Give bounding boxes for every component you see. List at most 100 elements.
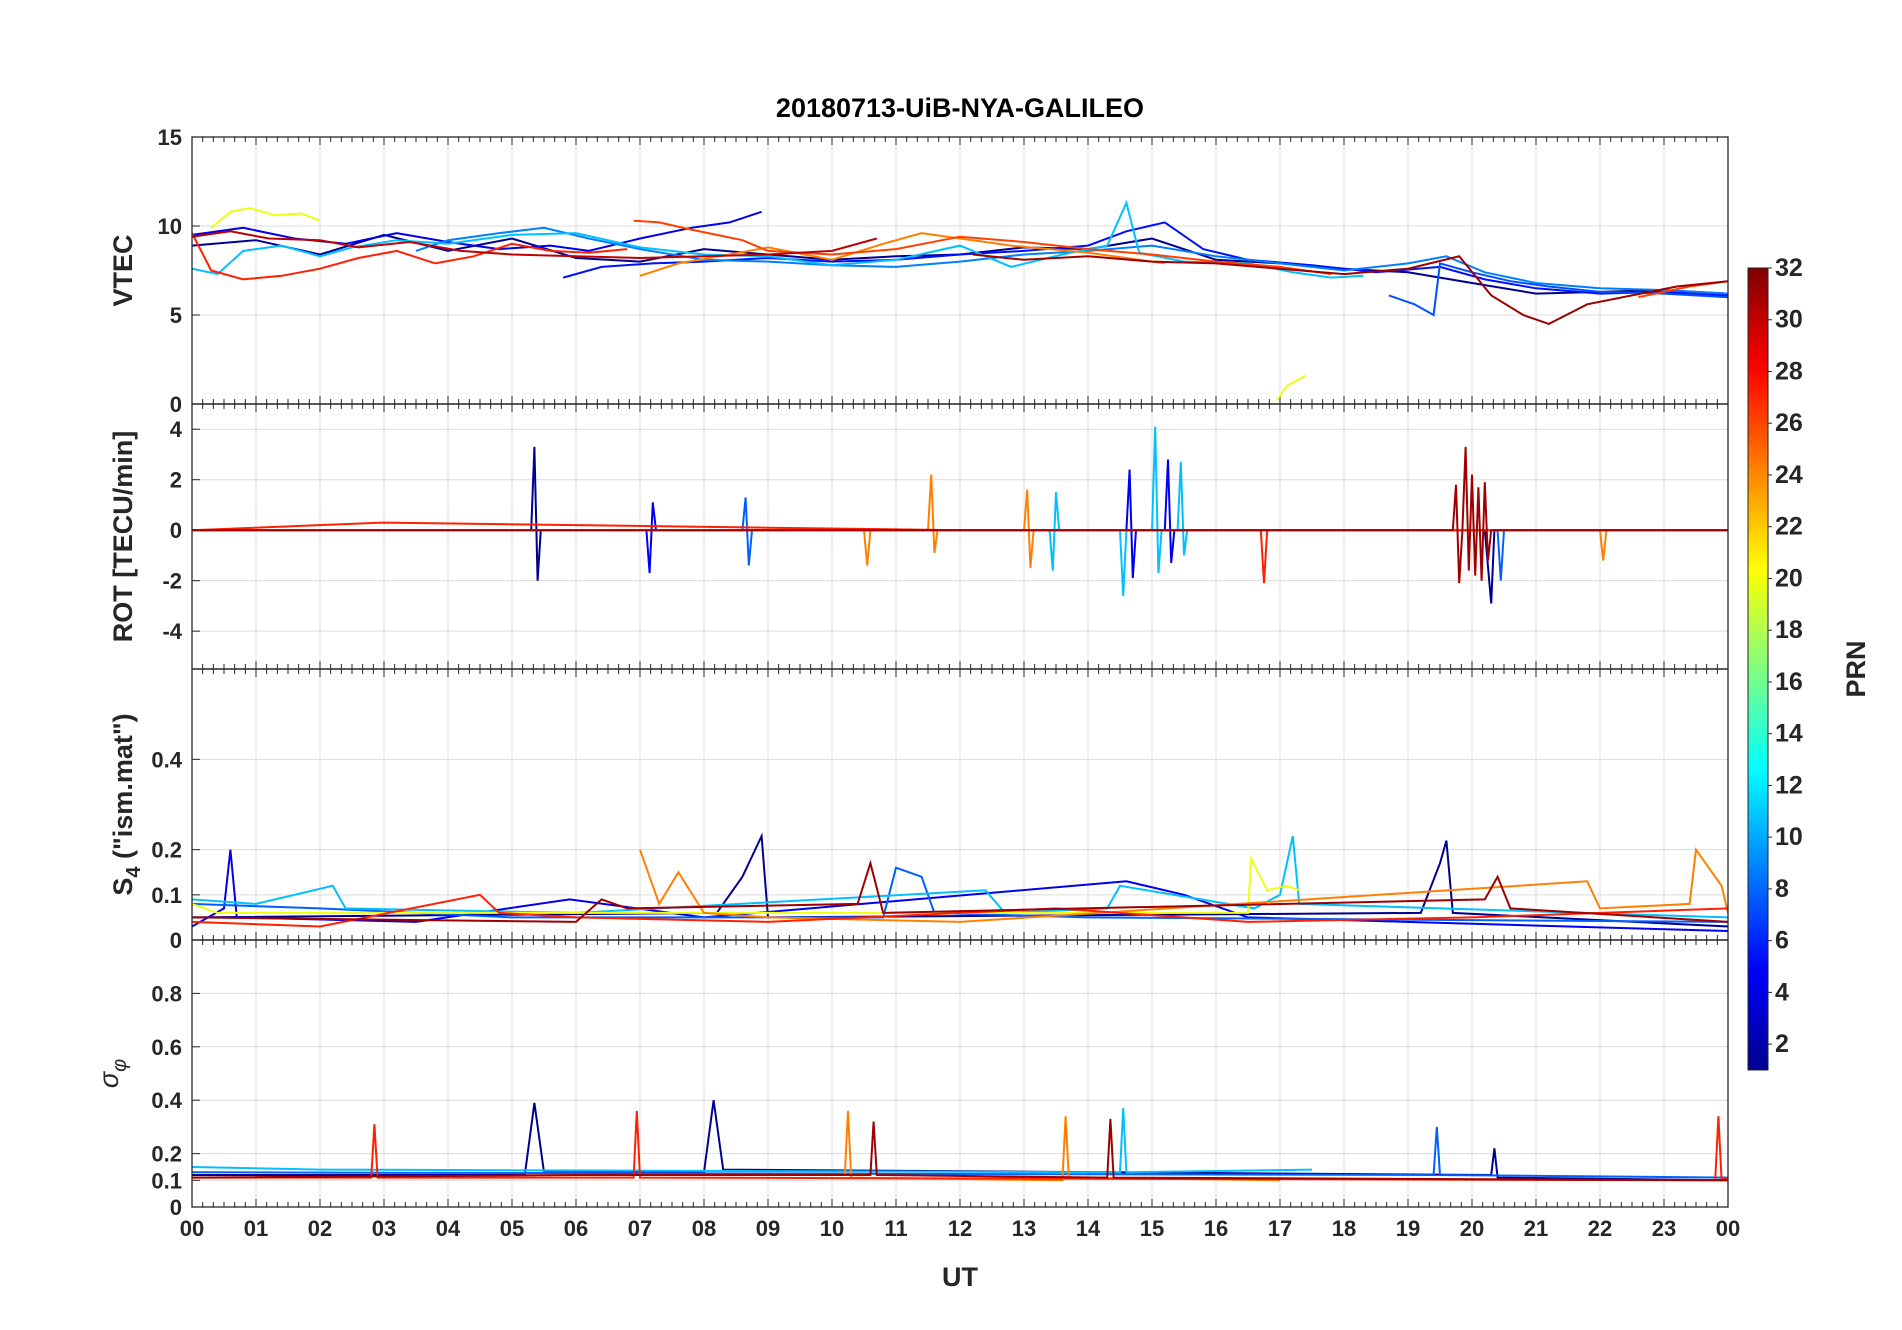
x-axis: 00 01 02 03 04 05 06 07 08 09 10 11 12 13 14 15 16 17 18 19… — [180, 1216, 1740, 1241]
colorbar-title: PRN — [1841, 640, 1871, 697]
series-line-prn-27 — [192, 1110, 1728, 1182]
colorbar-tick-label: 16 — [1775, 668, 1803, 696]
colorbar-tick-label: 6 — [1775, 927, 1789, 955]
y-tick-label: 0.2 — [151, 838, 182, 863]
y-axis-title-sub: 4 — [123, 866, 145, 878]
x-tick-label: 02 — [308, 1216, 332, 1241]
series-line-prn-30 — [192, 230, 878, 260]
series-line-prn-12 — [192, 199, 1364, 279]
colorbar-tick-label: 22 — [1775, 513, 1803, 541]
y-tick-label: 5 — [170, 303, 182, 328]
series-line-prn-1 — [192, 832, 1728, 928]
x-tick-label: 00 — [1716, 1216, 1740, 1241]
series-line-prn-8 — [415, 226, 1728, 295]
panel-s4: 0 0.1 0.2 0.4S4 ("ism.mat") — [108, 668, 1729, 953]
series-line-prn-23 — [639, 847, 1728, 923]
x-tick-label: 01 — [244, 1216, 268, 1241]
colorbar-tick-label: 26 — [1775, 409, 1803, 437]
y-tick-label: 0.4 — [151, 747, 182, 772]
colorbar-tick-label: 24 — [1775, 461, 1803, 489]
x-tick-label: 20 — [1460, 1216, 1484, 1241]
series-group — [192, 199, 1728, 401]
series-line-prn-19 — [192, 854, 1300, 914]
x-tick-label: 09 — [756, 1216, 780, 1241]
series-group — [192, 426, 1728, 604]
y-axis-title: ROT [TECU/min] — [108, 431, 138, 642]
series-line-prn-6 — [1388, 262, 1728, 317]
series-line-prn-4 — [192, 849, 1728, 932]
y-tick-label: 10 — [158, 214, 182, 239]
series-line-prn-1 — [192, 1100, 1728, 1182]
x-tick-label: 06 — [564, 1216, 588, 1241]
y-tick-label: -2 — [162, 569, 182, 594]
x-tick-label: 15 — [1140, 1216, 1164, 1241]
x-tick-label: 11 — [884, 1216, 907, 1241]
x-tick-label: 17 — [1268, 1216, 1292, 1241]
series-line-prn-12 — [192, 1108, 1313, 1174]
series-line-prn-19 — [1275, 374, 1307, 401]
series-line-prn-12 — [192, 835, 1728, 919]
series-line-prn-30 — [192, 446, 1728, 584]
series-group — [192, 832, 1728, 932]
series-line-prn-25 — [633, 219, 1332, 276]
y-axis-title: S4 ("ism.mat") — [108, 713, 145, 895]
colorbar-tick-label: 20 — [1775, 564, 1803, 592]
colorbar-tick-label: 10 — [1775, 823, 1803, 851]
y-tick-label: 0.4 — [151, 1088, 182, 1113]
series-line-prn-27 — [192, 232, 628, 281]
x-tick-label: 00 — [180, 1216, 204, 1241]
x-axis-title: UT — [942, 1262, 978, 1292]
x-tick-label: 22 — [1588, 1216, 1612, 1241]
y-tick-label: 0.8 — [151, 981, 182, 1006]
y-tick-label: 0.1 — [151, 883, 182, 908]
series-line-prn-30 — [192, 859, 1728, 923]
x-tick-label: 03 — [372, 1216, 396, 1241]
x-tick-label: 13 — [1012, 1216, 1036, 1241]
y-axis-title-sub: φ — [109, 1059, 131, 1072]
y-tick-label: 0.6 — [151, 1035, 182, 1060]
y-tick-label: 2 — [170, 468, 182, 493]
y-axis-title-main: σ — [94, 1070, 124, 1088]
x-tick-label: 07 — [628, 1216, 652, 1241]
series-line-prn-31 — [972, 253, 1728, 325]
y-tick-label: -4 — [162, 619, 182, 644]
series-line-prn-27 — [192, 893, 1728, 928]
x-tick-label: 16 — [1204, 1216, 1228, 1241]
x-tick-label: 19 — [1396, 1216, 1420, 1241]
colorbar-tick-label: 8 — [1775, 875, 1789, 903]
axes-box — [191, 939, 1729, 1208]
series-line-prn-4 — [192, 459, 1728, 579]
chart-title: 20180713-UiB-NYA-GALILEO — [776, 93, 1144, 123]
y-tick-label: 0 — [170, 928, 182, 953]
series-line-prn-7 — [192, 866, 1728, 923]
x-tick-label: 04 — [436, 1216, 461, 1241]
y-tick-label: 0.1 — [151, 1168, 182, 1193]
y-axis-title: σφ — [94, 1059, 131, 1088]
x-tick-label: 21 — [1524, 1216, 1548, 1241]
colorbar-tick-label: 4 — [1775, 978, 1789, 1006]
series-line-prn-23 — [639, 232, 1165, 277]
series-group — [192, 1100, 1728, 1182]
series-line-prn-19 — [210, 207, 321, 229]
series-line-prn-30 — [192, 1118, 1728, 1182]
colorbar-tick-label: 30 — [1775, 306, 1803, 334]
y-tick-label: 0 — [170, 392, 182, 417]
y-axis-title-main: S — [108, 878, 138, 896]
series-line-prn-7 — [192, 1126, 1728, 1179]
panel-rot: -4 -2 0 2 4 ROT [TECU/min] — [108, 403, 1729, 670]
colorbar-gradient — [1747, 267, 1769, 1071]
x-tick-label: 12 — [948, 1216, 972, 1241]
colorbar-tick-label: 14 — [1775, 720, 1803, 748]
x-tick-label: 08 — [692, 1216, 716, 1241]
x-tick-label: 05 — [500, 1216, 524, 1241]
panel-vtec: 0 5 10 15 VTEC — [108, 125, 1729, 417]
x-tick-label: 23 — [1652, 1216, 1676, 1241]
colorbar-tick-label: 18 — [1775, 616, 1803, 644]
colorbar-tick-label: 32 — [1775, 254, 1803, 282]
y-tick-label: 15 — [158, 125, 182, 150]
y-tick-label: 0 — [170, 518, 182, 543]
y-tick-label: 0.2 — [151, 1142, 182, 1167]
